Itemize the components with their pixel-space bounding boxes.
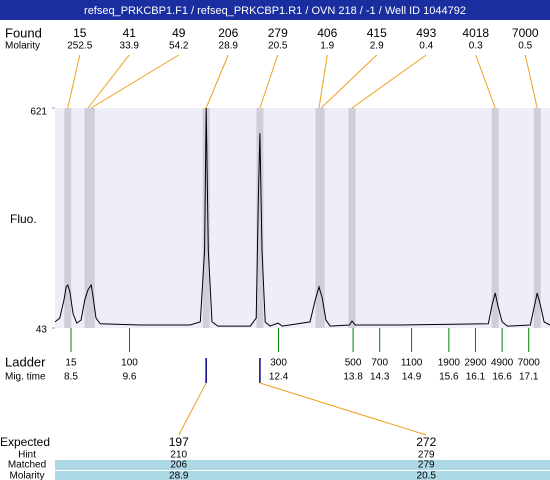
ladder-size: 2900 <box>464 358 487 369</box>
ladder-size: 300 <box>270 358 287 369</box>
found-connector <box>259 54 279 109</box>
molarity-value: 20.5 <box>417 471 437 480</box>
found-molarity: 54.2 <box>169 41 189 52</box>
found-size: 279 <box>268 26 288 40</box>
y-tick-label: 621 <box>30 107 47 118</box>
ladder-time: 17.1 <box>519 372 539 383</box>
found-connector <box>87 54 130 109</box>
ladder-size: 4900 <box>491 358 514 369</box>
matched-value: 279 <box>418 460 435 471</box>
hint-value: 210 <box>170 450 187 461</box>
molarity-value: 28.9 <box>169 471 189 480</box>
found-connector <box>90 54 180 109</box>
found-connector <box>67 54 81 109</box>
found-connector <box>320 54 378 109</box>
match-connector <box>178 382 207 436</box>
found-molarity: 28.9 <box>219 41 239 52</box>
ladder-time: 14.9 <box>402 372 422 383</box>
peak-band <box>64 108 72 328</box>
ladder-time: 15.6 <box>439 372 459 383</box>
ladder-time: 12.4 <box>269 372 289 383</box>
peak-band <box>202 108 210 328</box>
found-size: 415 <box>367 26 387 40</box>
hint-value: 279 <box>418 450 435 461</box>
expected-value: 197 <box>169 435 189 449</box>
peak-band <box>533 108 541 328</box>
molarity-row-bg <box>55 471 550 480</box>
y-tick-label: 43 <box>36 325 48 336</box>
ladder-size: 15 <box>65 358 77 369</box>
ladder-size: 100 <box>121 358 138 369</box>
matched-value: 206 <box>170 460 187 471</box>
hint-label: Hint <box>18 450 36 461</box>
peak-band <box>317 108 325 328</box>
found-size: 406 <box>317 26 337 40</box>
found-connector <box>318 54 328 109</box>
found-molarity: 33.9 <box>120 41 140 52</box>
ladder-size: 700 <box>371 358 388 369</box>
found-connector <box>475 54 496 109</box>
found-molarity-label: Molarity <box>5 41 40 52</box>
found-label: Found <box>5 25 42 40</box>
peak-band <box>491 108 499 328</box>
found-size: 4018 <box>462 26 489 40</box>
found-molarity: 0.3 <box>469 41 483 52</box>
title-bar <box>0 0 550 20</box>
y-axis-label: Fluo. <box>10 212 37 226</box>
ladder-time: 9.6 <box>123 372 137 383</box>
match-connector <box>259 382 427 436</box>
ladder-size: 7000 <box>518 358 541 369</box>
ladder-time: 16.1 <box>466 372 486 383</box>
ladder-size: 500 <box>345 358 362 369</box>
found-molarity: 2.9 <box>370 41 384 52</box>
ladder-size: 1900 <box>438 358 461 369</box>
found-molarity: 20.5 <box>268 41 288 52</box>
found-molarity: 1.9 <box>320 41 334 52</box>
found-size: 493 <box>416 26 436 40</box>
ladder-label: Ladder <box>5 354 46 369</box>
found-molarity: 0.4 <box>419 41 433 52</box>
peak-band <box>256 108 264 328</box>
found-size: 15 <box>73 26 87 40</box>
ladder-time: 13.8 <box>343 372 363 383</box>
found-size: 206 <box>218 26 238 40</box>
ladder-time: 8.5 <box>64 372 78 383</box>
ladder-size: 1100 <box>401 358 423 369</box>
molarity-label: Molarity <box>9 471 44 480</box>
ladder-time-label: Mig. time <box>5 372 46 383</box>
found-molarity: 252.5 <box>67 41 92 52</box>
trace <box>54 107 550 327</box>
plot-area <box>55 108 550 328</box>
peak-band <box>87 108 95 328</box>
peak-band <box>348 108 356 328</box>
found-connector <box>205 54 229 109</box>
found-size: 49 <box>172 26 186 40</box>
found-connector <box>351 54 427 109</box>
found-molarity: 0.5 <box>518 41 532 52</box>
expected-label: Expected <box>0 435 50 449</box>
found-size: 41 <box>123 26 137 40</box>
matched-label: Matched <box>8 460 46 471</box>
found-size: 7000 <box>512 26 539 40</box>
ladder-time: 16.6 <box>492 372 512 383</box>
found-connector <box>524 54 538 109</box>
ladder-time: 14.3 <box>370 372 390 383</box>
matched-row-bg <box>55 460 550 470</box>
expected-value: 272 <box>416 435 436 449</box>
title: refseq_PRKCBP1.F1 / refseq_PRKCBP1.R1 / … <box>84 5 466 17</box>
